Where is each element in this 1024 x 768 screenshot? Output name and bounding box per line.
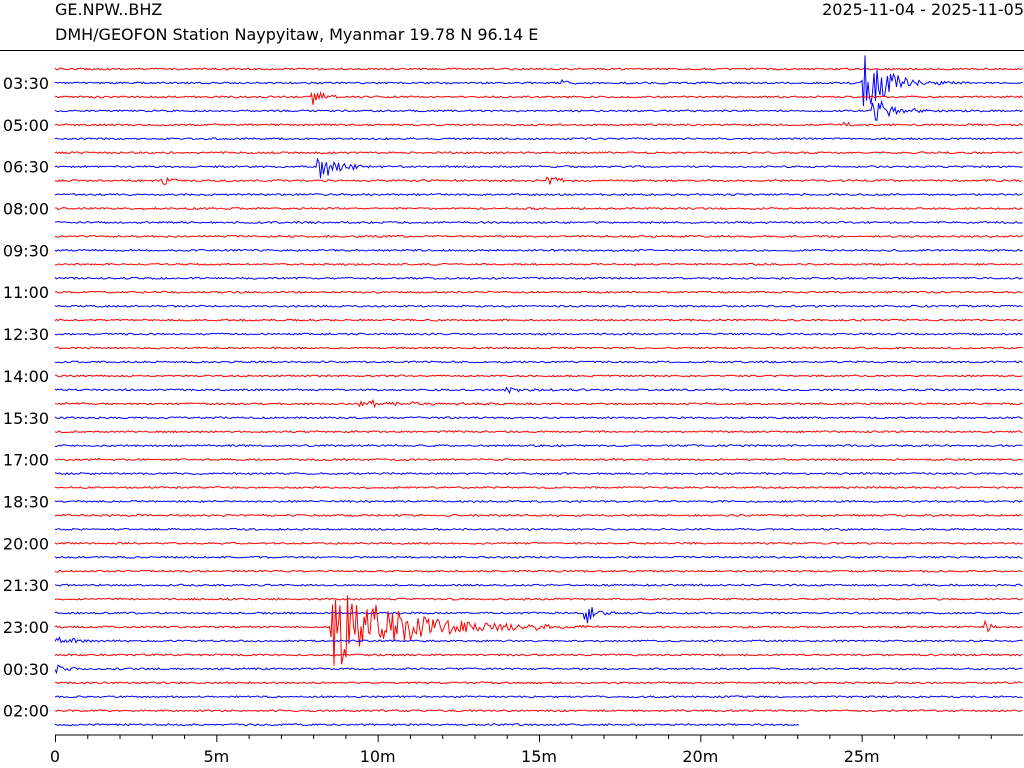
y-tick-label: 03:30 <box>3 74 49 93</box>
trace-line-3 <box>54 99 1023 121</box>
trace-line-37 <box>54 583 1023 587</box>
y-tick-label: 21:30 <box>3 576 49 595</box>
trace-line-26 <box>54 430 1023 434</box>
y-tick-label: 23:00 <box>3 618 49 637</box>
trace-line-10 <box>54 206 1023 211</box>
trace-line-32 <box>54 513 1023 518</box>
trace-line-36 <box>54 569 1023 573</box>
x-tick-label: 20m <box>682 747 718 766</box>
trace-line-6 <box>54 151 1023 155</box>
trace-line-38 <box>54 597 1023 601</box>
trace-line-35 <box>54 555 1023 559</box>
y-tick-label: 09:30 <box>3 241 49 260</box>
trace-line-28 <box>54 458 1023 462</box>
x-axis: 0 5m 10m 15m 20m 25m <box>50 734 1023 766</box>
trace-line-19 <box>54 332 1023 336</box>
trace-line-47 <box>54 723 800 727</box>
date-range: 2025-11-04 - 2025-11-05 <box>822 0 1024 19</box>
x-tick-label: 0 <box>50 747 60 766</box>
trace-line-43 <box>54 664 1023 675</box>
trace-line-1 <box>54 55 1023 107</box>
trace-line-17 <box>54 304 1023 308</box>
trace-line-15 <box>54 276 1023 280</box>
trace-line-4 <box>54 121 1023 127</box>
y-tick-label: 14:00 <box>3 367 49 386</box>
trace-line-8 <box>54 176 1023 186</box>
trace-line-0 <box>54 67 1023 71</box>
trace-line-40 <box>54 595 1023 666</box>
trace-line-44 <box>55 681 1023 685</box>
trace-line-31 <box>54 499 1023 503</box>
y-tick-label: 15:30 <box>3 409 49 428</box>
trace-line-16 <box>54 290 1023 294</box>
trace-line-9 <box>54 192 1023 197</box>
trace-line-46 <box>54 709 1023 713</box>
trace-line-14 <box>54 262 1023 266</box>
trace-line-45 <box>54 695 1023 699</box>
trace-line-2 <box>54 91 1023 105</box>
y-tick-label: 05:00 <box>3 116 49 135</box>
x-tick-label: 25m <box>844 747 880 766</box>
y-tick-label: 11:00 <box>3 283 49 302</box>
y-tick-label: 00:30 <box>3 660 49 679</box>
trace-line-24 <box>54 398 1023 409</box>
y-tick-label: 17:00 <box>3 451 49 470</box>
trace-line-12 <box>54 234 1023 239</box>
trace-line-7 <box>54 157 1023 179</box>
station-code-title: GE.NPW..BHZ <box>55 0 163 19</box>
trace-line-22 <box>54 374 1023 378</box>
y-tick-label: 18:30 <box>3 492 49 511</box>
trace-line-27 <box>54 444 1023 448</box>
trace-line-20 <box>54 346 1023 350</box>
y-tick-label: 02:00 <box>3 702 49 721</box>
trace-line-39 <box>54 607 1023 624</box>
trace-line-5 <box>54 137 1023 141</box>
trace-line-34 <box>54 541 1023 545</box>
x-tick-label: 10m <box>360 747 396 766</box>
trace-line-25 <box>54 416 1023 420</box>
trace-line-23 <box>54 386 1023 395</box>
trace-line-30 <box>54 485 1023 490</box>
trace-line-29 <box>54 471 1023 476</box>
trace-line-33 <box>54 527 1023 531</box>
y-tick-label: 20:00 <box>3 534 49 553</box>
station-description: DMH/GEOFON Station Naypyitaw, Myanmar 19… <box>55 25 539 44</box>
trace-line-42 <box>54 653 1023 657</box>
y-tick-label: 06:30 <box>3 158 49 177</box>
y-tick-label: 08:00 <box>3 200 49 219</box>
trace-line-18 <box>54 318 1023 322</box>
trace-line-21 <box>54 360 1023 364</box>
trace-group <box>54 55 1023 727</box>
trace-line-11 <box>54 220 1023 225</box>
y-tick-label: 12:30 <box>3 325 49 344</box>
trace-line-41 <box>54 636 1023 644</box>
x-tick-label: 15m <box>521 747 557 766</box>
trace-line-13 <box>54 248 1023 252</box>
y-axis-labels: 03:30 05:00 06:30 08:00 09:30 11:00 12:30 14:00… <box>3 74 49 721</box>
x-tick-label: 5m <box>203 747 229 766</box>
